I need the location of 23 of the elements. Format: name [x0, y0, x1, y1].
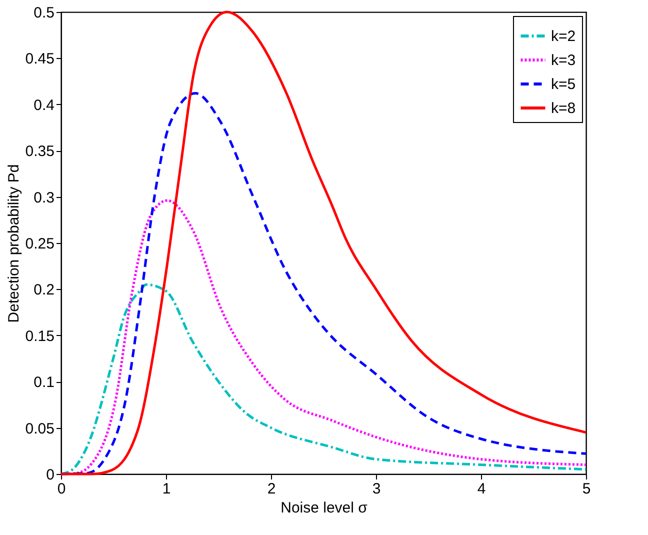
x-axis-title: Noise level σ — [280, 500, 368, 516]
x-tick-label: 5 — [582, 480, 591, 498]
y-tick-label: 0 — [46, 466, 54, 484]
legend-label: k=5 — [551, 76, 576, 93]
legend-label: k=3 — [551, 52, 576, 69]
y-tick-label: 0.4 — [34, 96, 54, 114]
y-tick-label: 0.15 — [25, 328, 54, 345]
x-tick-label: 3 — [372, 480, 381, 498]
x-tick-label: 1 — [162, 480, 171, 498]
legend-label: k=2 — [551, 28, 576, 45]
x-tick-label: 0 — [57, 480, 66, 498]
y-tick-label: 0.45 — [25, 50, 54, 68]
y-tick-label: 0.5 — [34, 4, 54, 22]
x-tick-label: 2 — [267, 480, 276, 498]
y-tick-label: 0.1 — [34, 374, 54, 392]
y-axis-title: Detection probability Pd — [5, 164, 22, 323]
y-tick-label: 0.25 — [25, 236, 54, 252]
legend-label: k=8 — [551, 100, 576, 117]
y-tick-label: 0.2 — [34, 282, 54, 299]
y-tick-label: 0.05 — [25, 420, 54, 438]
x-tick-label: 4 — [477, 480, 486, 498]
y-tick-label: 0.3 — [34, 189, 54, 206]
y-tick-label: 0.35 — [25, 143, 54, 160]
